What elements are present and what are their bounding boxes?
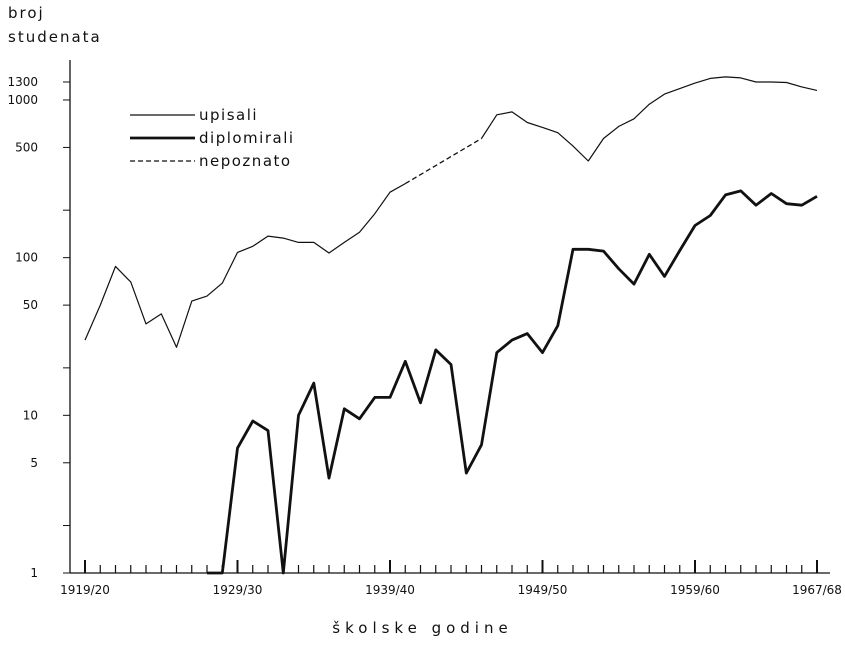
legend: upisali diplomirali nepoznato — [130, 106, 295, 170]
y-axis-label-line-1: broj — [8, 4, 45, 22]
series-upisali-segment-0 — [84, 183, 406, 348]
legend-label-upisali: upisali — [199, 106, 258, 124]
y-axis-label-line-2: studenata — [8, 28, 102, 46]
x-tick-label-1: 1929/30 — [213, 583, 263, 597]
y-ticks: 1 5 10 50 100 500 1000 1300 — [7, 75, 70, 580]
y-tick-label-5: 5 — [30, 456, 38, 470]
x-tick-label-3: 1949/50 — [518, 583, 568, 597]
series-lines — [84, 76, 818, 575]
x-tick-label-0: 1919/20 — [60, 583, 110, 597]
series-diplomirali-segment-0 — [207, 189, 818, 575]
y-tick-label-1: 1 — [30, 566, 38, 580]
x-ticks: 1919/20 1929/30 1939/40 1949/50 1959/60 1967/… — [60, 560, 842, 597]
x-tick-label-4: 1959/60 — [670, 583, 720, 597]
y-tick-label-500: 500 — [15, 140, 38, 154]
legend-label-nepoznato: nepoznato — [199, 152, 292, 170]
series-upisali-unknown-segment — [404, 137, 482, 185]
y-tick-label-10: 10 — [23, 408, 38, 422]
y-tick-label-1000: 1000 — [7, 93, 38, 107]
series-upisali-segment-1 — [480, 76, 818, 162]
y-tick-label-50: 50 — [23, 298, 38, 312]
y-tick-label-100: 100 — [15, 251, 38, 265]
axes — [69, 60, 830, 574]
legend-label-diplomirali: diplomirali — [199, 129, 295, 147]
x-tick-label-5: 1967/68 — [792, 583, 842, 597]
y-tick-label-1300: 1300 — [7, 75, 38, 89]
x-tick-label-2: 1939/40 — [365, 583, 415, 597]
x-axis-label: školske godine — [332, 619, 513, 637]
